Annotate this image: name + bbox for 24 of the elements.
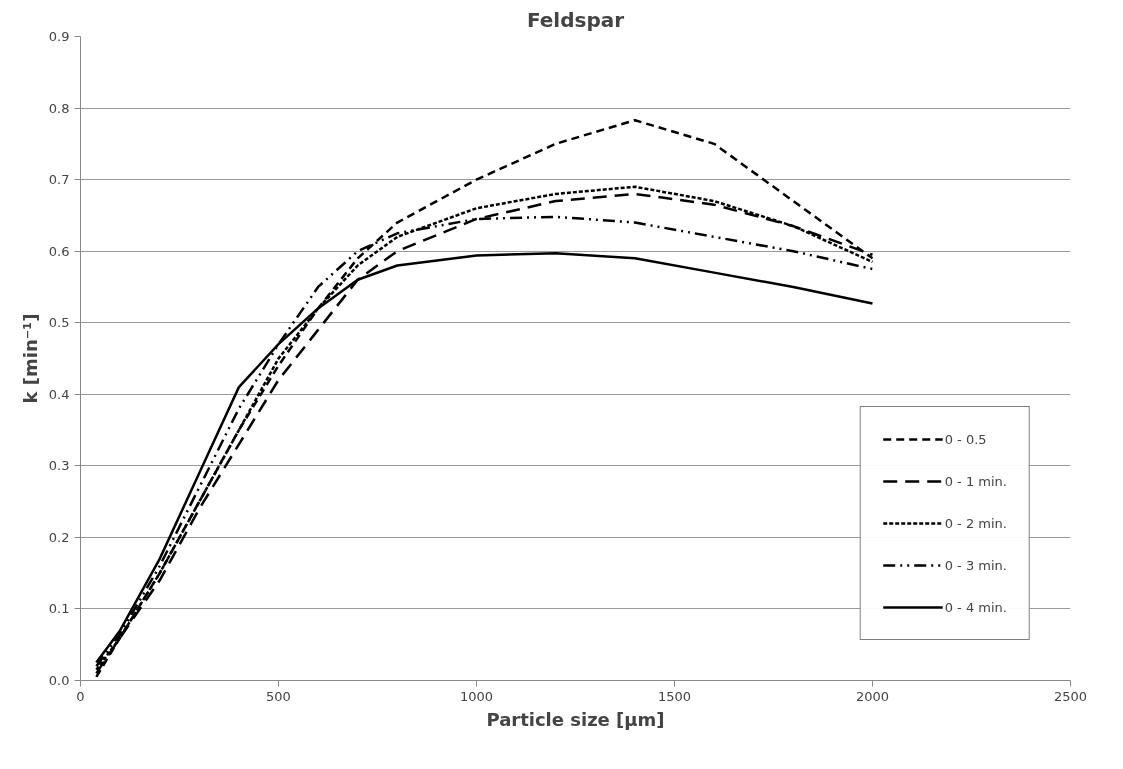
legend-label: 0 - 0.5	[944, 431, 987, 447]
y-tick-label: 0.2	[48, 529, 70, 545]
chart-title: Feldspar	[526, 7, 625, 32]
legend-label: 0 - 4 min.	[944, 599, 1007, 615]
y-tick-label: 0.1	[48, 601, 70, 617]
x-tick-label: 2500	[1053, 688, 1088, 704]
y-tick-label: 0.0	[48, 673, 70, 688]
x-tick-label: 2000	[855, 688, 890, 704]
y-tick-label: 0.5	[48, 315, 70, 331]
y-tick-label: 0.3	[48, 458, 70, 474]
y-tick-label: 0.7	[48, 172, 70, 188]
x-tick-label: 1000	[459, 688, 494, 704]
x-tick-label: 1500	[657, 688, 692, 704]
y-tick-label: 0.4	[48, 386, 70, 402]
legend-label: 0 - 2 min.	[944, 515, 1007, 531]
y-axis-title: k [min⁻¹]	[19, 313, 41, 404]
legend-label: 0 - 3 min.	[944, 557, 1007, 573]
y-tick-label: 0.6	[48, 243, 70, 259]
x-tick-label: 0	[76, 688, 85, 704]
y-tick-label: 0.9	[48, 29, 70, 44]
x-axis-title: Particle size [µm]	[486, 708, 665, 730]
x-tick-label: 500	[266, 688, 291, 704]
y-tick-label: 0.8	[48, 100, 70, 116]
legend-label: 0 - 1 min.	[944, 473, 1007, 489]
